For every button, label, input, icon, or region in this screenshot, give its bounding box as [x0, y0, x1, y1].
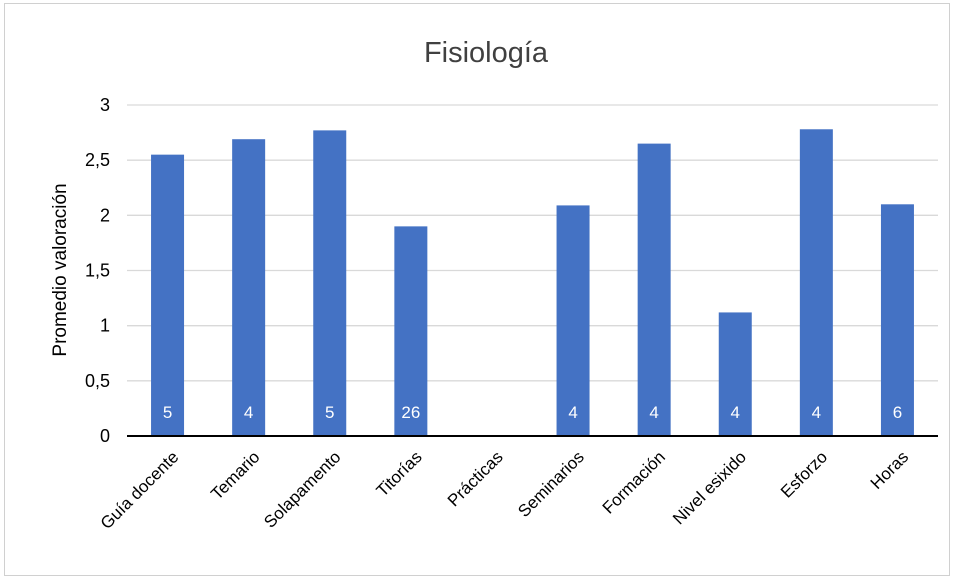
data-label: 6 — [893, 403, 902, 422]
y-axis-label: Promedio valoración — [50, 183, 71, 356]
y-tick-labels: 0 0,5 1 1,5 2 2,5 3 — [85, 95, 110, 446]
category-label: Seminarios — [514, 447, 588, 521]
y-tick-label: 1,5 — [85, 261, 110, 281]
bar — [880, 204, 914, 436]
data-label: 5 — [325, 403, 334, 422]
y-tick-label: 1 — [100, 316, 110, 336]
bar — [232, 139, 266, 436]
bar — [556, 205, 590, 436]
data-label: 4 — [731, 403, 740, 422]
bar — [394, 226, 428, 436]
data-label: 4 — [812, 403, 821, 422]
bars — [151, 129, 914, 437]
data-label: 5 — [163, 403, 172, 422]
bar — [151, 154, 185, 436]
category-label: Horas — [867, 447, 913, 493]
y-tick-label: 0,5 — [85, 371, 110, 391]
y-tick-label: 2,5 — [85, 150, 110, 170]
category-label: Solapamento — [260, 447, 344, 531]
y-tick-label: 2 — [100, 205, 110, 225]
data-label: 26 — [401, 403, 420, 422]
bar — [718, 312, 752, 436]
bar — [313, 130, 347, 437]
data-labels: 5 4 5 26 4 4 4 4 6 — [163, 403, 902, 422]
category-label: Guía docente — [97, 447, 183, 533]
bar — [799, 129, 833, 437]
bar — [637, 143, 671, 436]
category-label: Titorías — [373, 447, 426, 500]
category-label: Nivel esixido — [669, 447, 750, 528]
category-label: Temario — [207, 447, 263, 503]
category-label: Formación — [599, 447, 669, 517]
y-tick-label: 3 — [100, 95, 110, 115]
category-label: Prácticas — [444, 447, 507, 510]
data-label: 4 — [568, 403, 577, 422]
chart-title: Fisiología — [424, 37, 549, 69]
y-tick-label: 0 — [100, 426, 110, 446]
data-label: 4 — [649, 403, 658, 422]
category-label: Esforzo — [777, 447, 831, 501]
data-label: 4 — [244, 403, 253, 422]
